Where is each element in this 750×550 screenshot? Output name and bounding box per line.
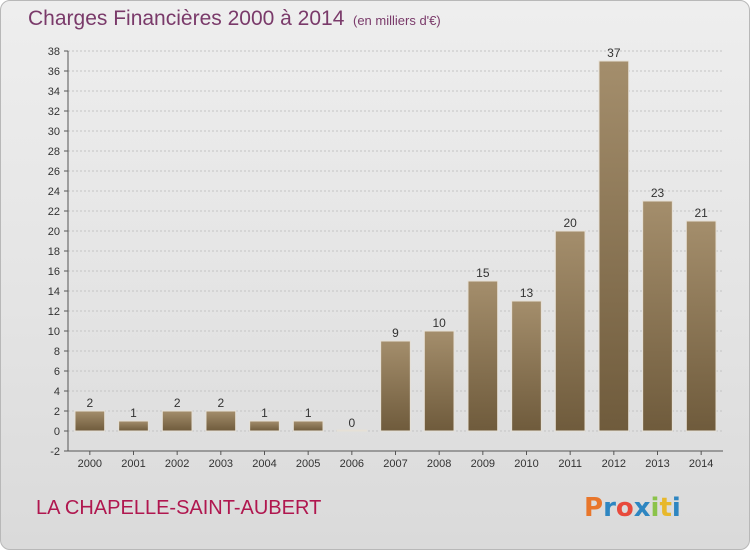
bar [292,420,324,432]
bar [423,330,455,432]
x-tick-label: 2008 [427,458,451,470]
data-label: 2 [217,396,224,410]
data-label: 13 [520,286,534,300]
data-label: 23 [651,186,665,200]
y-tick-label: 18 [48,246,60,258]
bar [249,420,280,432]
data-label: 0 [348,416,355,430]
x-tick-label: 2011 [558,458,582,470]
bar [205,410,237,432]
x-tick-label: 2000 [78,458,102,470]
y-tick-label: 20 [48,226,60,238]
y-tick-label: 30 [48,126,60,138]
x-tick-label: 2006 [340,458,364,470]
town-name: LA CHAPELLE-SAINT-AUBERT [36,497,322,519]
y-tick-label: 26 [48,166,60,178]
data-label: 15 [476,266,490,280]
x-tick-label: 2014 [689,458,713,470]
data-label: 2 [86,396,93,410]
y-tick-label: 38 [48,46,60,58]
y-tick-label: 32 [48,106,60,118]
data-label: 1 [130,406,137,420]
data-label: 20 [563,216,577,230]
x-tick-label: 2012 [602,458,626,470]
x-tick-label: 2009 [471,458,495,470]
data-label: 1 [305,406,312,420]
data-label: 10 [432,316,446,330]
y-tick-label: 4 [54,386,60,398]
y-tick-label: 16 [48,266,60,278]
y-tick-label: 28 [48,146,60,158]
bar [161,410,193,432]
bar [511,300,542,432]
bar [642,200,673,432]
y-tick-label: 12 [48,306,60,318]
x-tick-label: 2004 [252,458,276,470]
bar [685,220,717,432]
x-tick-label: 2013 [645,458,669,470]
data-label: 1 [261,406,268,420]
y-tick-label: 2 [54,406,60,418]
bar [380,340,411,432]
logo-letter: i [672,493,681,523]
x-tick-label: 2005 [296,458,320,470]
y-tick-label: 14 [48,286,60,298]
logo-letter: o [616,493,634,523]
y-tick-label: 0 [54,426,60,438]
unit-note: (en milliers d'€) [353,13,441,28]
proxiti-logo: Proxiti [584,493,681,523]
x-tick-label: 2007 [383,458,407,470]
y-tick-label: 36 [48,66,60,78]
x-tick-label: 2003 [209,458,233,470]
y-tick-label: 22 [48,206,60,218]
bar [118,420,149,432]
bar [598,60,630,432]
bar [336,429,368,432]
bars [74,60,717,432]
y-tick-label: 6 [54,366,60,378]
chart-title: Charges Financières 2000 à 2014 [28,7,345,30]
logo-letter: t [659,493,671,523]
y-tick-label: 24 [48,186,60,198]
y-tick-label: 10 [48,326,60,338]
data-label: 37 [607,46,621,60]
data-label: 21 [694,206,708,220]
x-tick-label: 2002 [165,458,189,470]
logo-letter: x [634,493,651,523]
svg-text:Proxiti: Proxiti [584,493,681,523]
y-tick-label: -2 [50,446,60,458]
y-tick-label: 8 [54,346,60,358]
data-label: 9 [392,326,399,340]
logo-letter: r [603,493,616,523]
logo-letter: i [651,493,660,523]
x-tick-label: 2001 [121,458,145,470]
bar [554,230,586,432]
data-label: 2 [174,396,181,410]
x-tick-label: 2010 [514,458,538,470]
axes: -202468101214161820222426283032343638200… [48,46,723,470]
y-tick-label: 34 [48,86,60,98]
bar [74,410,106,432]
logo-letter: P [584,493,603,523]
bar [467,280,499,432]
